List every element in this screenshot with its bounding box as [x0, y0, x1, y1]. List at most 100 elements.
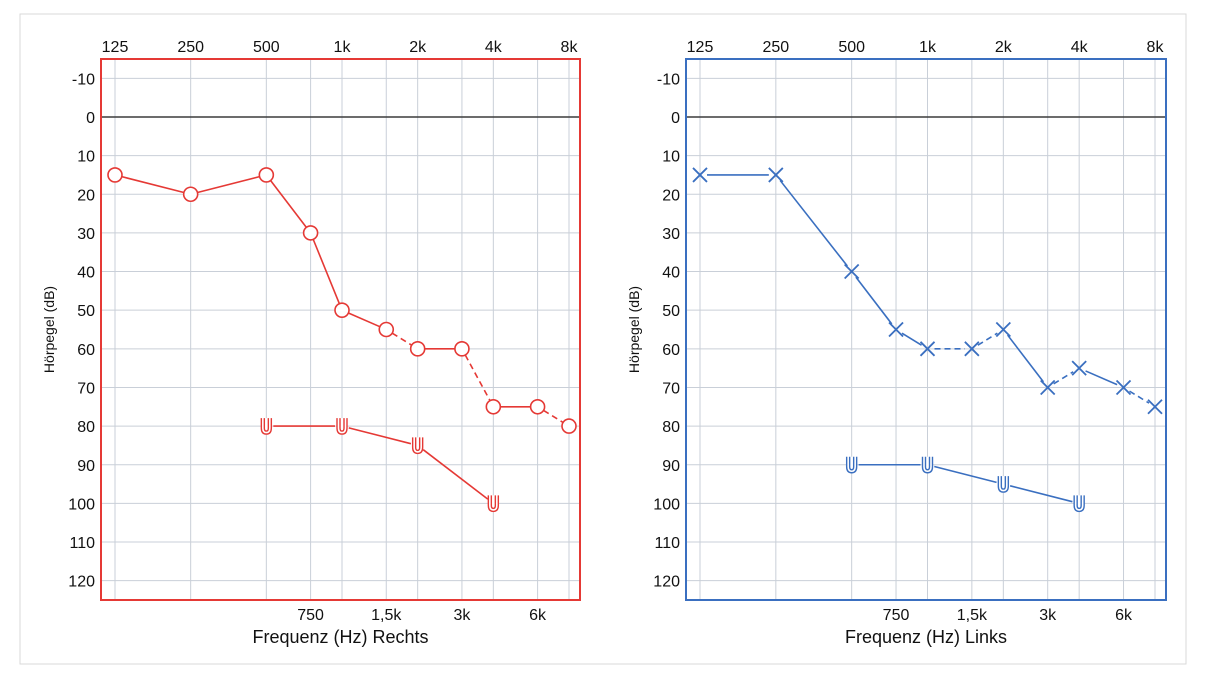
data-point-circle: [454, 341, 470, 357]
data-point-bone: [487, 495, 500, 513]
series-x: [692, 167, 1163, 415]
top-tick-label: 2k: [995, 39, 1013, 56]
y-tick-label: 90: [77, 458, 95, 475]
y-tick-label: 30: [662, 226, 680, 243]
series-segment: [855, 276, 893, 325]
series-segment: [1085, 370, 1118, 386]
data-point-circle: [529, 398, 546, 415]
series-segment: [977, 332, 998, 346]
data-point-x: [692, 167, 708, 183]
y-tick-label: 60: [77, 342, 95, 359]
audiogram-right: 125 250 500 1k 2k 4k 8k 750 1,5k 3k 6k -10 0 10 20 30 40…: [41, 39, 581, 647]
series-segment: [348, 312, 381, 328]
y-tick-label: 110: [69, 535, 95, 552]
series-segment: [197, 175, 260, 194]
top-tick-label: 500: [253, 39, 280, 56]
data-point-x: [768, 167, 784, 183]
top-tick-label: 1k: [919, 39, 937, 56]
bottom-tick-label: 1,5k: [957, 607, 988, 624]
y-tick-label: 80: [662, 419, 680, 436]
top-tick-label: 250: [177, 39, 204, 56]
series-segment: [422, 449, 489, 500]
y-tick-label: 60: [662, 342, 680, 359]
bottom-tick-label: 6k: [529, 607, 547, 624]
series-segment: [543, 409, 564, 424]
grid: [686, 59, 1166, 600]
bottom-tick-label: 3k: [453, 607, 471, 624]
data-point-circle: [258, 167, 275, 183]
data-point-x: [1071, 360, 1087, 376]
data-point-bone: [921, 456, 934, 474]
y-tick-label: 20: [77, 187, 95, 204]
data-point-circle: [182, 186, 199, 203]
bottom-tick-label: 750: [883, 607, 910, 624]
y-tick-label: -10: [657, 71, 680, 88]
series-segment: [269, 180, 307, 228]
top-tick-label: 1k: [334, 39, 352, 56]
y-tick-label: 120: [68, 574, 95, 591]
data-point-x: [964, 341, 980, 357]
series-segment: [348, 427, 412, 445]
plot-border: [685, 58, 1167, 601]
data-point-circle: [334, 302, 350, 318]
y-tick-label: 40: [77, 265, 95, 282]
series-segment: [464, 354, 491, 402]
bottom-tick-label: 3k: [1039, 607, 1057, 624]
y-tick-label: 30: [77, 226, 95, 243]
data-point-circle: [561, 418, 577, 434]
top-tick-label: 8k: [561, 39, 579, 56]
bottom-tick-label: 750: [297, 607, 324, 624]
bottom-tick-label: 6k: [1115, 607, 1133, 624]
top-tick-label: 8k: [1147, 39, 1165, 56]
series-u: [845, 456, 1085, 513]
y-tick-label: 100: [653, 496, 680, 513]
y-tick-label: 50: [662, 303, 680, 320]
y-tick-label: 10: [77, 149, 95, 166]
data-point-x: [919, 341, 936, 357]
data-point-circle: [485, 398, 502, 415]
top-tick-label: 2k: [409, 39, 427, 56]
data-point-x: [844, 263, 860, 280]
y-tick-label: 110: [654, 535, 680, 552]
series-segment: [1129, 390, 1150, 404]
top-tick-label: 4k: [485, 39, 503, 56]
y-tick-label: 0: [671, 110, 680, 127]
data-point-circle: [107, 167, 123, 183]
series-u: [260, 418, 500, 513]
x-axis-label: Frequenz (Hz) Links: [845, 627, 1007, 647]
plot-border: [100, 58, 581, 601]
data-point-x: [995, 321, 1011, 338]
bottom-tick-label: 1,5k: [371, 607, 402, 624]
top-tick-label: 4k: [1071, 39, 1089, 56]
data-point-circle: [302, 225, 319, 241]
data-point-bone: [260, 418, 273, 435]
y-tick-label: 120: [653, 574, 680, 591]
y-tick-label: 50: [77, 303, 95, 320]
data-point-bone: [997, 476, 1010, 493]
series-segment: [901, 332, 922, 346]
top-tick-label: 125: [687, 39, 714, 56]
data-point-x: [1040, 379, 1056, 396]
y-tick-label: 70: [77, 380, 95, 397]
series-segment: [391, 332, 413, 346]
data-point-bone: [845, 456, 858, 474]
data-point-x: [1147, 399, 1163, 415]
series-segment: [1009, 485, 1073, 503]
data-point-circle: [409, 341, 426, 357]
y-tick-label: 40: [662, 265, 680, 282]
data-point-circle: [378, 321, 395, 338]
series-segment: [121, 175, 185, 194]
series-segment: [934, 465, 997, 484]
data-point-bone: [1073, 495, 1085, 513]
series-segment: [1006, 334, 1045, 383]
series-segment: [312, 239, 341, 304]
y-tick-label: 80: [77, 419, 95, 436]
y-tick-label: 0: [86, 110, 95, 127]
series-circle: [107, 167, 577, 434]
figure-frame: [19, 13, 1187, 665]
top-tick-label: 250: [762, 39, 789, 56]
series-segment: [1053, 371, 1074, 385]
x-axis-label: Frequenz (Hz) Rechts: [252, 627, 428, 647]
data-point-x: [1115, 379, 1132, 396]
